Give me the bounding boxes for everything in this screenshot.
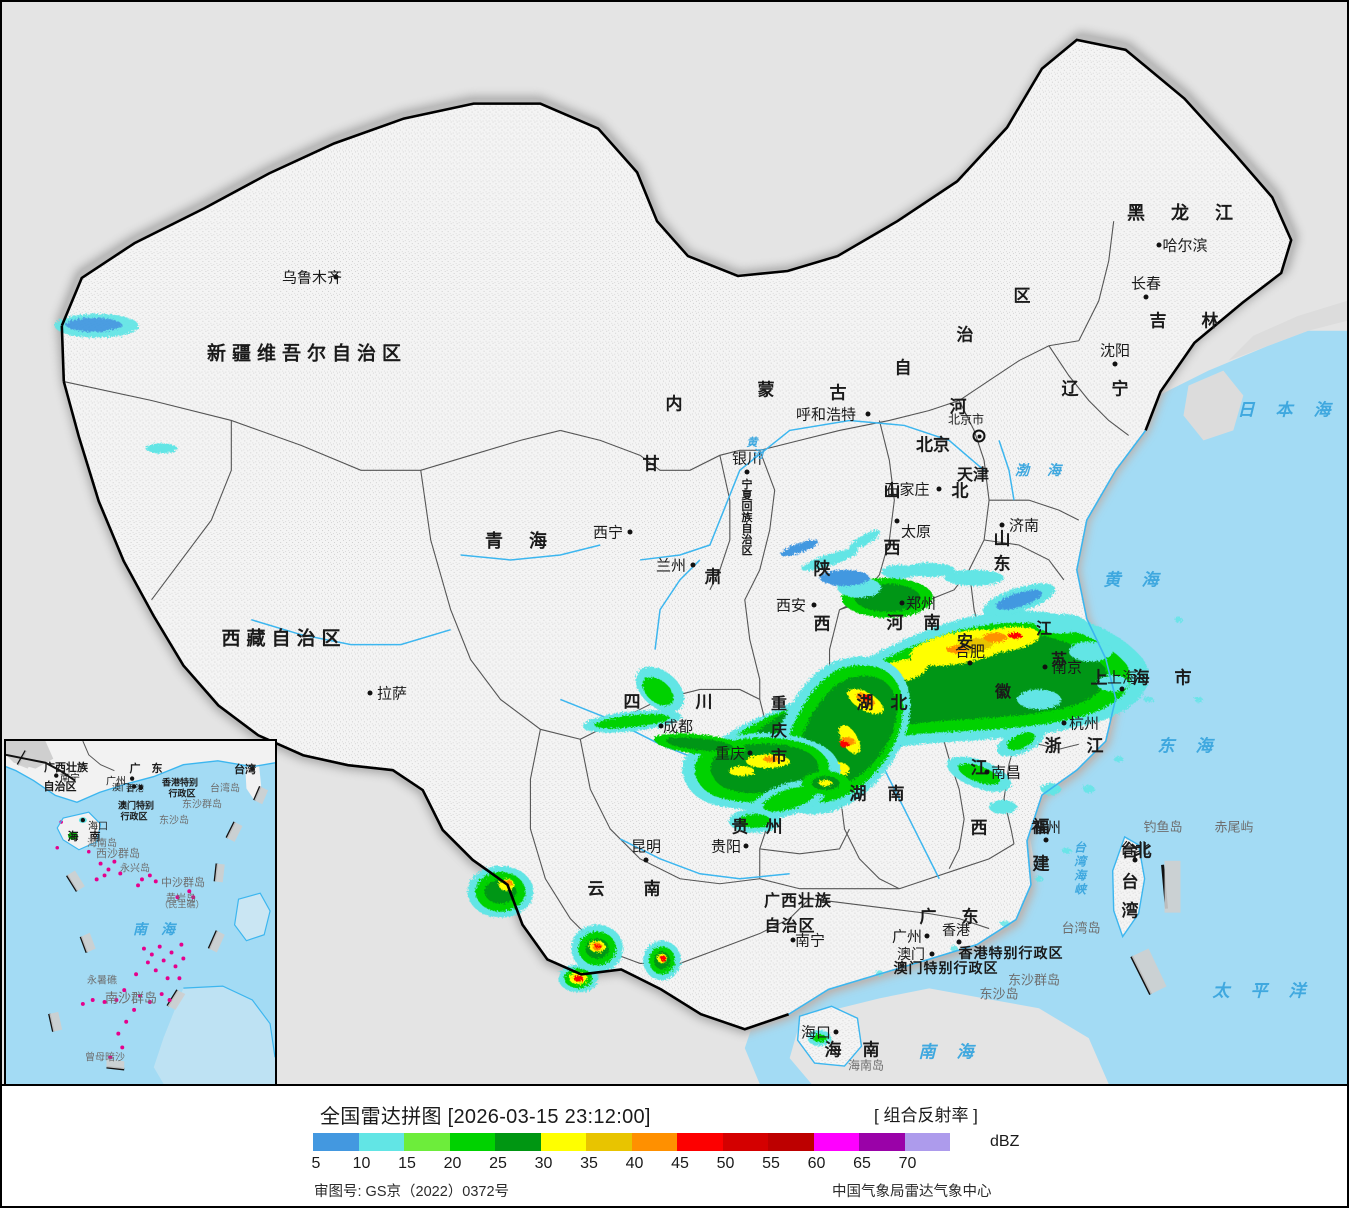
colorbar-segment-45: [677, 1133, 723, 1151]
city-dot: [367, 690, 373, 696]
colorbar-tick-65: 65: [853, 1155, 871, 1172]
colorbar-segment-20: [449, 1133, 495, 1151]
city-dot: [790, 937, 796, 943]
colorbar-tick-15: 15: [398, 1155, 416, 1172]
colorbar-segment-35: [586, 1133, 632, 1151]
city-dot: [643, 857, 649, 863]
city-dot: [924, 933, 930, 939]
colorbar-tick-60: 60: [807, 1155, 826, 1172]
colorbar-segment-5: [313, 1133, 359, 1151]
colorbar-segment-15: [404, 1133, 450, 1151]
colorbar-segment-10: [358, 1133, 404, 1151]
national-border-left: [60, 325, 66, 382]
colorbar-segment-60: [813, 1133, 859, 1151]
south-china-sea-inset[interactable]: 广西壮族 自治区 南宁广 东广州 香港 澳门 香港特别 行政区 澳门特别 行政区 台湾 台湾岛 东沙群…: [4, 739, 277, 1084]
china-radar-map: [2, 2, 1347, 1084]
southeast-scatter: [946, 689, 1061, 814]
inset-map: [6, 741, 275, 1084]
dbz-colorbar[interactable]: [313, 1133, 950, 1151]
guizhou-scatter: [728, 771, 850, 833]
national-border: [60, 38, 1293, 431]
colorbar-tick-35: 35: [580, 1155, 598, 1172]
colorbar-tick-50: 50: [716, 1155, 735, 1172]
city-dot: [811, 602, 817, 608]
colorbar-segment-50: [722, 1133, 768, 1151]
colorbar-segment-30: [540, 1133, 586, 1151]
colorbar-tick-20: 20: [443, 1155, 462, 1172]
national-border-south: [62, 381, 790, 1031]
city-dot: [865, 411, 871, 417]
city-dot: [899, 600, 905, 606]
city-dot: [690, 562, 696, 568]
colorbar-segment-65: [859, 1133, 905, 1151]
city-dot: [936, 486, 942, 492]
map-approval-number: 审图号: GS京（2022）0372号: [314, 1184, 510, 1200]
colorbar-tick-45: 45: [671, 1155, 689, 1172]
city-dot: [1119, 686, 1125, 692]
colorbar-segment-55: [768, 1133, 814, 1151]
colorbar-tick-70: 70: [898, 1155, 917, 1172]
colorbar-tick-10: 10: [352, 1155, 371, 1172]
colorbar-tick-40: 40: [625, 1155, 644, 1172]
city-dot: [1042, 664, 1048, 670]
city-dot: [1143, 294, 1149, 300]
city-dot: [1112, 361, 1118, 367]
yunnan-cells: [467, 865, 681, 993]
colorbar-tick-5: 5: [311, 1155, 321, 1172]
city-dot: [627, 529, 633, 535]
radar-echo-layer: [54, 313, 1203, 1047]
city-dot: [747, 750, 753, 756]
city-dot: [1132, 857, 1138, 863]
neighbor-landmass: [1183, 300, 1347, 441]
city-dot: [999, 522, 1005, 528]
colorbar-segment-25: [495, 1133, 541, 1151]
colorbar-tick-55: 55: [762, 1155, 780, 1172]
legend-product-label: [ 组合反射率 ]: [874, 1106, 978, 1125]
city-dot: [1156, 242, 1162, 248]
issuer-label: 中国气象局雷达气象中心: [832, 1184, 992, 1200]
city-dot: [658, 723, 664, 729]
colorbar-segment-70: [904, 1133, 950, 1151]
city-dot: [333, 274, 339, 280]
colorbar-tick-30: 30: [534, 1155, 553, 1172]
legend-title: 全国雷达拼图 [2026-03-15 23:12:00]: [320, 1106, 651, 1128]
city-dot: [1043, 837, 1049, 843]
capital-star-icon: [972, 429, 986, 443]
city-dot: [744, 469, 750, 475]
reef-symbols: [55, 820, 196, 1060]
city-dot: [929, 951, 935, 957]
city-dot: [984, 769, 990, 775]
dbz-unit-label: dBZ: [990, 1133, 1020, 1150]
city-dot: [956, 939, 962, 945]
sichuan-strands: [582, 666, 746, 756]
city-dot: [1061, 720, 1067, 726]
city-dot: [967, 660, 973, 666]
map-panel[interactable]: 新疆维吾尔自治区 西藏自治区青 海甘肃内蒙古自治区宁夏回族自治区黑 龙 江吉林辽宁…: [0, 0, 1349, 1086]
colorbar-tick-25: 25: [489, 1155, 507, 1172]
city-dot: [743, 843, 749, 849]
city-dot: [894, 518, 900, 524]
coastline: [788, 429, 1147, 1015]
colorbar-segment-40: [631, 1133, 677, 1151]
city-dot: [833, 1029, 839, 1035]
